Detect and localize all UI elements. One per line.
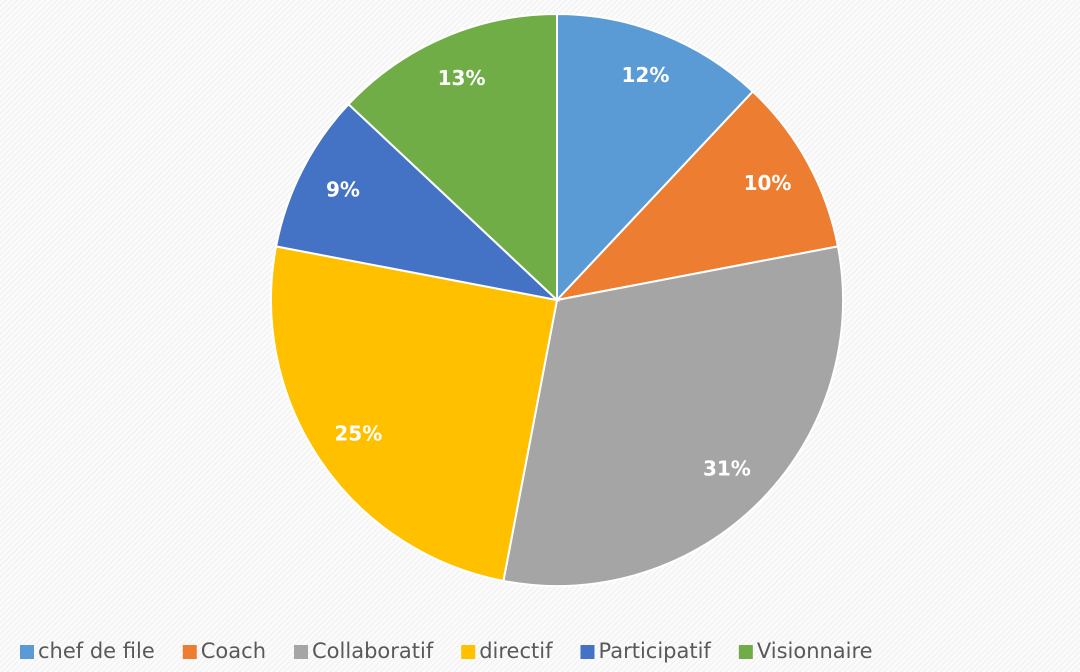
pie-slice bbox=[270, 245, 559, 583]
pie: 12% 10% 31% 25% 9% 13% bbox=[270, 12, 844, 587]
legend: chef de file Coach Collaboratif directif Par… bbox=[20, 639, 873, 663]
data-label: 31% bbox=[703, 456, 751, 480]
pie-slice bbox=[274, 102, 561, 302]
legend-swatch bbox=[461, 645, 476, 659]
legend-label: Participatif bbox=[598, 639, 711, 663]
data-label: 13% bbox=[438, 66, 486, 90]
data-label: 10% bbox=[744, 171, 792, 195]
legend-label: Visionnaire bbox=[757, 639, 873, 663]
legend-swatch bbox=[182, 645, 197, 659]
pie-slice bbox=[347, 12, 558, 303]
legend-label: directif bbox=[479, 639, 553, 663]
data-label: 25% bbox=[334, 422, 382, 446]
pie-slice bbox=[554, 90, 840, 302]
data-label: 12% bbox=[622, 63, 670, 87]
data-label: 9% bbox=[326, 177, 360, 201]
pie-slice bbox=[556, 12, 755, 303]
pie-slice bbox=[502, 245, 844, 587]
legend-label: chef de file bbox=[38, 639, 155, 663]
legend-swatch bbox=[294, 645, 309, 659]
legend-swatch bbox=[20, 645, 34, 659]
legend-swatch bbox=[738, 645, 753, 659]
legend-label: Collaboratif bbox=[312, 639, 434, 663]
legend-label: Coach bbox=[201, 639, 266, 663]
legend-swatch bbox=[580, 645, 595, 659]
